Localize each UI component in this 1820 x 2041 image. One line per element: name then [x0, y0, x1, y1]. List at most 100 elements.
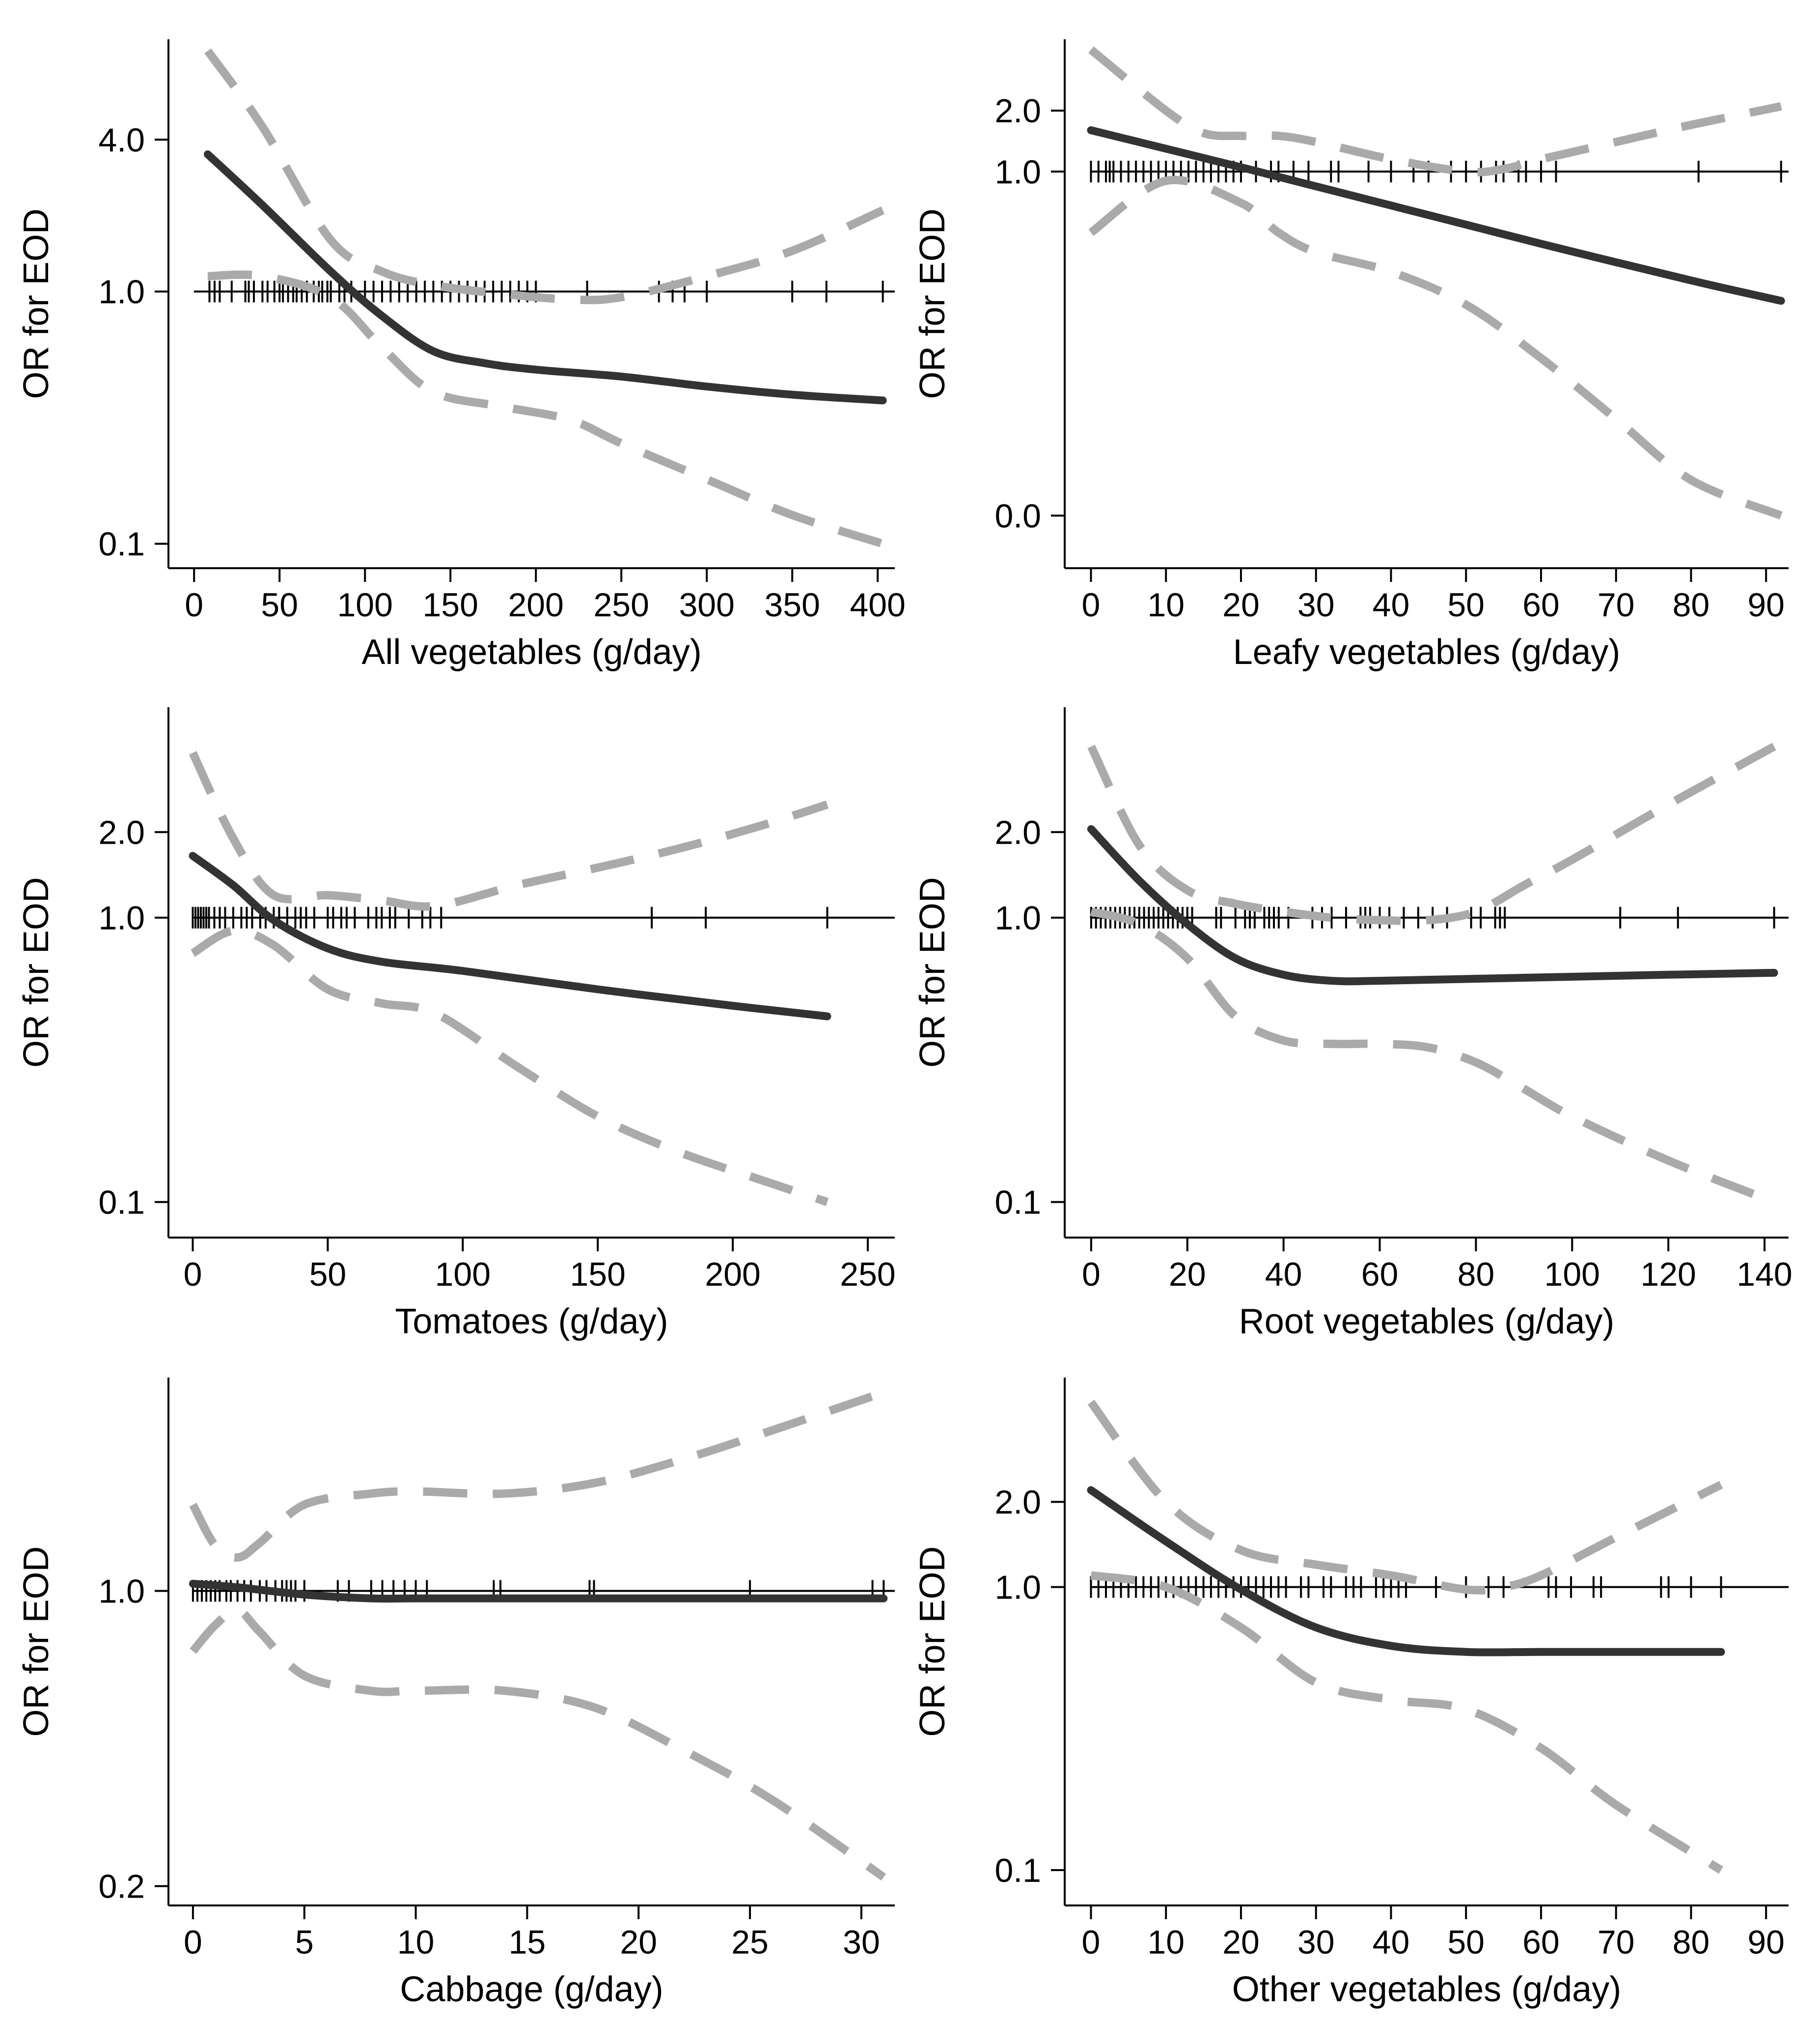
- y-tick-label: 2.0: [994, 814, 1041, 851]
- x-axis-title: Root vegetables (g/day): [1239, 1302, 1614, 1341]
- x-axis-title: Tomatoes (g/day): [395, 1302, 668, 1341]
- x-tick-label: 20: [620, 1924, 657, 1961]
- x-tick-label: 30: [1297, 586, 1335, 624]
- y-tick-label: 2.0: [994, 1484, 1041, 1521]
- x-tick-label: 20: [1222, 1924, 1260, 1961]
- x-tick-label: 40: [1265, 1256, 1302, 1293]
- y-tick-label: 1.0: [994, 900, 1041, 937]
- x-tick-label: 25: [731, 1924, 769, 1961]
- odds-ratio-line: [1087, 126, 1785, 305]
- x-tick-label: 250: [840, 1256, 895, 1293]
- x-tick-label: 90: [1747, 1924, 1785, 1961]
- x-tick-label: 20: [1222, 586, 1260, 624]
- x-tick-label: 0: [1082, 1256, 1101, 1293]
- y-tick-label: 1.0: [98, 900, 145, 937]
- x-tick-label: 30: [1297, 1924, 1335, 1961]
- x-tick-label: 60: [1522, 1924, 1560, 1961]
- y-axis-title: OR for EOD: [913, 877, 952, 1068]
- odds-ratio-line: [1087, 1486, 1725, 1656]
- x-tick-label: 50: [309, 1256, 347, 1293]
- panel-tomatoes: 0 50 100 150 200 250 0.1 1.0 2.0 Tomatoes (g/day)…: [17, 707, 896, 1341]
- lower-ci-line: [191, 926, 829, 1206]
- x-tick-label: 20: [1169, 1256, 1206, 1293]
- x-tick-label: 30: [843, 1924, 880, 1961]
- upper-ci-line: [1088, 46, 1782, 176]
- y-axis-title: OR for EOD: [17, 1546, 56, 1737]
- lower-ci-line: [190, 1606, 886, 1881]
- x-tick-label: 150: [570, 1256, 625, 1293]
- x-tick-label: 90: [1747, 586, 1785, 624]
- odds-ratio-line: [204, 150, 887, 405]
- x-tick-label: 140: [1737, 1256, 1792, 1293]
- lower-ci-line: [1088, 176, 1783, 520]
- x-axis-title: Leafy vegetables (g/day): [1233, 633, 1620, 672]
- upper-ci-line: [189, 1388, 885, 1562]
- x-tick-label: 50: [1447, 1924, 1485, 1961]
- odds-ratio-line: [1087, 825, 1778, 986]
- x-axis-title: Cabbage (g/day): [400, 1970, 663, 2009]
- upper-ci-line: [189, 751, 829, 911]
- panel-other-vegetables: 0 10 20 30 40 50 60 70 80 90 0.1 1.0 2.0 Other vegeta…: [913, 1378, 1789, 2009]
- x-tick-label: 100: [435, 1256, 491, 1293]
- x-tick-label: 0: [1082, 1924, 1101, 1961]
- panel-leafy-vegetables: 0 10 20 30 40 50 60 70 80 90 0.0 1.0 2.0 Leafy vegeta…: [913, 39, 1789, 672]
- upper-ci-line: [204, 48, 885, 304]
- y-axis-title: OR for EOD: [17, 208, 56, 399]
- x-tick-label: 120: [1640, 1256, 1696, 1293]
- y-tick-label: 0.1: [994, 1184, 1041, 1221]
- y-tick-label: 1.0: [98, 1572, 145, 1610]
- panel-root-vegetables: 0 20 40 60 80 100 120 140 0.1 1.0 2.0 Root vegetabl…: [913, 707, 1792, 1341]
- y-tick-label: 2.0: [98, 814, 145, 851]
- x-tick-label: 100: [1544, 1256, 1600, 1293]
- y-tick-label: 0.0: [994, 497, 1041, 535]
- y-axis-title: OR for EOD: [913, 1546, 952, 1737]
- x-tick-label: 0: [184, 1256, 202, 1293]
- y-tick-label: 1.0: [98, 274, 145, 311]
- y-tick-label: 0.2: [98, 1868, 145, 1905]
- odds-ratio-line: [189, 1579, 888, 1603]
- x-tick-label: 350: [764, 586, 820, 624]
- x-tick-label: 70: [1598, 1924, 1635, 1961]
- x-tick-label: 150: [422, 586, 478, 624]
- x-tick-label: 0: [184, 1924, 202, 1961]
- x-tick-label: 80: [1673, 1924, 1710, 1961]
- y-tick-label: 1.0: [994, 153, 1041, 191]
- x-tick-label: 40: [1373, 586, 1410, 624]
- x-tick-label: 10: [1147, 586, 1185, 624]
- lower-ci-line: [207, 270, 884, 548]
- x-axis-title: All vegetables (g/day): [361, 633, 701, 672]
- y-axis-title: OR for EOD: [913, 208, 952, 399]
- x-tick-label: 400: [850, 586, 905, 624]
- x-tick-label: 10: [397, 1924, 435, 1961]
- x-tick-label: 5: [295, 1924, 314, 1961]
- x-tick-label: 250: [593, 586, 649, 624]
- x-tick-label: 80: [1458, 1256, 1495, 1293]
- x-tick-label: 0: [185, 586, 203, 624]
- x-tick-label: 15: [509, 1924, 546, 1961]
- x-tick-label: 70: [1598, 586, 1635, 624]
- x-tick-label: 80: [1673, 586, 1710, 624]
- y-tick-label: 0.1: [994, 1852, 1041, 1889]
- y-tick-label: 4.0: [98, 121, 145, 159]
- lower-ci-line: [1090, 908, 1776, 1206]
- x-tick-label: 300: [679, 586, 734, 624]
- lower-ci-line: [1090, 1571, 1723, 1874]
- odds-ratio-line: [189, 852, 831, 1020]
- x-tick-label: 100: [337, 586, 392, 624]
- x-tick-label: 60: [1522, 586, 1560, 624]
- x-tick-label: 50: [1447, 586, 1485, 624]
- x-tick-label: 200: [705, 1256, 760, 1293]
- x-tick-label: 40: [1373, 1924, 1410, 1961]
- panel-cabbage: 0 5 10 15 20 25 30 0.2 1.0 Cabbage (g/day) OR for …: [17, 1378, 895, 2009]
- y-tick-label: 0.1: [98, 525, 145, 563]
- x-tick-label: 10: [1147, 1924, 1185, 1961]
- panel-all-vegetables: 0 50 100 150 200 250 300 350 400 0.1 1.0 4.0 All veg…: [17, 39, 906, 672]
- y-tick-label: 2.0: [994, 92, 1041, 130]
- x-tick-label: 0: [1082, 586, 1101, 624]
- x-tick-label: 200: [508, 586, 563, 624]
- upper-ci-line: [1087, 1400, 1723, 1595]
- y-axis-title: OR for EOD: [17, 877, 56, 1068]
- x-axis-title: Other vegetables (g/day): [1232, 1970, 1621, 2009]
- x-tick-label: 60: [1361, 1256, 1399, 1293]
